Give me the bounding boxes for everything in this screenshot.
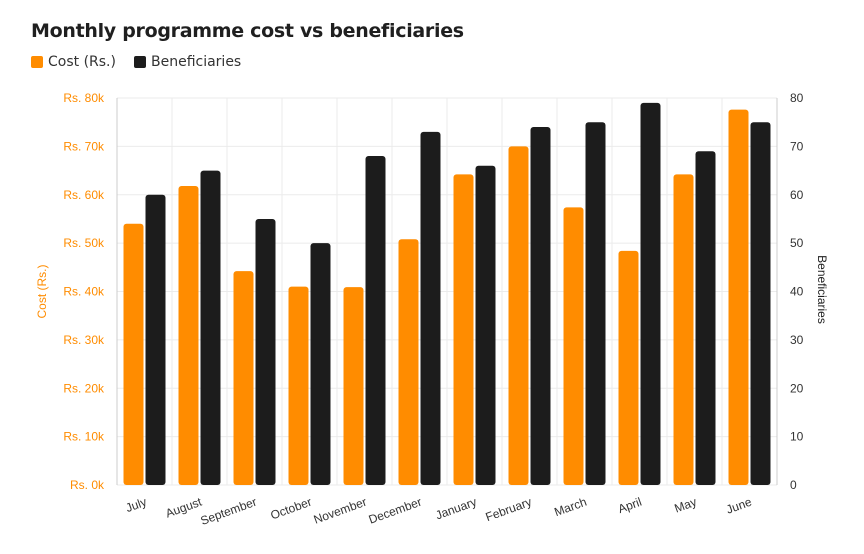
x-tick-label: February: [484, 495, 534, 525]
x-tick-label: July: [124, 495, 149, 515]
y-tick-label-left: Rs. 40k: [63, 285, 105, 299]
y-tick-label-right: 30: [790, 333, 804, 347]
bar-cost-april: [618, 250, 639, 485]
y-axis-title-left: Cost (Rs.): [35, 264, 49, 318]
bar-beneficiaries-october: [310, 243, 331, 485]
bar-beneficiaries-april: [640, 102, 661, 486]
y-tick-label-left: Rs. 30k: [63, 333, 105, 347]
legend-swatch-cost: [31, 56, 43, 68]
x-tick-label: March: [552, 495, 588, 520]
bar-cost-july: [123, 223, 144, 485]
bar-cost-january: [453, 174, 474, 485]
y-tick-label-right: 50: [790, 236, 804, 250]
x-tick-label: January: [434, 495, 479, 523]
x-tick-label: June: [724, 495, 754, 517]
x-tick-label: April: [616, 495, 643, 516]
bar-beneficiaries-may: [695, 151, 716, 485]
legend-item-cost[interactable]: Cost (Rs.): [31, 54, 116, 70]
y-tick-label-right: 10: [790, 430, 804, 444]
y-tick-label-right: 60: [790, 188, 804, 202]
legend-item-beneficiaries[interactable]: Beneficiaries: [133, 54, 242, 70]
y-tick-label-left: Rs. 50k: [63, 236, 105, 250]
bar-beneficiaries-december: [420, 131, 441, 486]
y-tick-label-right: 20: [790, 381, 804, 395]
x-tick-label: May: [672, 495, 698, 516]
y-tick-label-right: 40: [790, 285, 804, 299]
x-tick-label: November: [312, 495, 369, 527]
bar-cost-february: [508, 146, 529, 485]
y-tick-label-left: Rs. 20k: [63, 381, 105, 395]
chart-legend: Cost (Rs.) Beneficiaries: [31, 54, 259, 70]
bar-beneficiaries-september: [255, 218, 276, 485]
bars-layer: [123, 102, 771, 486]
bar-beneficiaries-march: [585, 122, 606, 485]
legend-swatch-beneficiaries: [133, 56, 146, 68]
bar-cost-october: [288, 286, 309, 485]
y-tick-label-right: 0: [790, 478, 797, 492]
legend-label-cost: Cost (Rs.): [48, 54, 116, 70]
y-axis-title-right: Beneficiaries: [815, 255, 829, 324]
bar-beneficiaries-july: [145, 194, 166, 485]
x-tick-label: September: [199, 495, 259, 528]
x-tick-label: August: [164, 494, 205, 520]
y-tick-label-left: Rs. 0k: [70, 478, 105, 492]
y-tick-label-left: Rs. 10k: [63, 430, 105, 444]
y-tick-label-right: 70: [790, 139, 804, 153]
y-tick-label-right: 80: [790, 91, 804, 105]
x-tick-label: December: [367, 495, 424, 527]
bar-beneficiaries-august: [200, 170, 221, 485]
bar-cost-august: [178, 186, 199, 486]
legend-label-beneficiaries: Beneficiaries: [150, 54, 242, 70]
y-tick-label-left: Rs. 60k: [63, 188, 105, 202]
bar-beneficiaries-january: [475, 165, 496, 485]
bar-cost-march: [563, 207, 584, 485]
x-tick-label: October: [269, 495, 314, 523]
bar-cost-november: [343, 287, 364, 485]
chart-title: Monthly programme cost vs beneficiaries: [31, 20, 464, 42]
bar-beneficiaries-november: [365, 156, 386, 486]
bar-cost-september: [233, 271, 254, 485]
bar-cost-may: [673, 174, 694, 485]
bar-beneficiaries-february: [530, 127, 551, 486]
y-tick-label-left: Rs. 80k: [63, 91, 105, 105]
bar-cost-december: [398, 239, 419, 485]
y-tick-label-left: Rs. 70k: [63, 139, 105, 153]
bar-beneficiaries-june: [750, 122, 771, 485]
bar-cost-june: [728, 109, 749, 486]
